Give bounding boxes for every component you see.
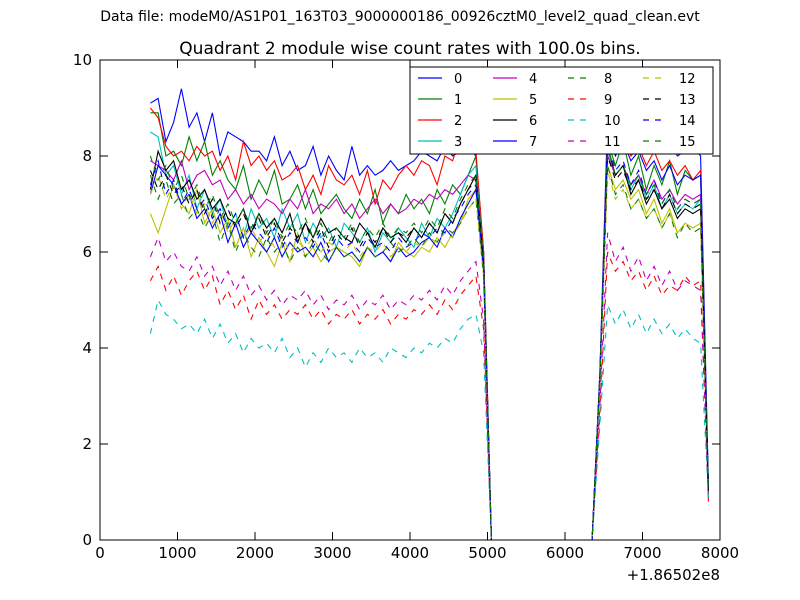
legend-label-0: 0 xyxy=(454,72,462,87)
chart-title: Quadrant 2 module wise count rates with … xyxy=(179,39,640,59)
x-tick-label: 0 xyxy=(95,544,105,562)
series-line-13 xyxy=(149,155,709,540)
series-line-14 xyxy=(149,141,709,540)
legend-label-1: 1 xyxy=(454,93,462,108)
legend-label-11: 11 xyxy=(604,135,621,150)
plot-lines xyxy=(149,88,709,540)
legend-label-5: 5 xyxy=(529,93,537,108)
figure-suptitle: Data file: modeM0/AS1P01_163T03_90000001… xyxy=(100,9,700,25)
legend-box xyxy=(409,66,714,155)
y-tick-label: 0 xyxy=(82,531,92,549)
x-offset-label: +1.86502e8 xyxy=(627,566,720,584)
legend-label-9: 9 xyxy=(604,93,612,108)
series-line-15 xyxy=(149,146,709,540)
x-tick-label: 4000 xyxy=(391,544,429,562)
x-tick-label: 2000 xyxy=(236,544,274,562)
x-tick-label: 5000 xyxy=(468,544,506,562)
series-line-10 xyxy=(149,298,709,540)
series-line-6 xyxy=(149,146,709,540)
legend-label-7: 7 xyxy=(529,135,537,150)
legend-label-3: 3 xyxy=(454,135,462,150)
y-tick-label: 10 xyxy=(73,51,92,69)
x-tick-label: 7000 xyxy=(623,544,661,562)
legend-label-12: 12 xyxy=(679,72,696,87)
x-tick-label: 1000 xyxy=(158,544,196,562)
legend-label-4: 4 xyxy=(529,72,537,87)
legend-label-13: 13 xyxy=(679,93,696,108)
legend-label-2: 2 xyxy=(454,114,462,129)
y-tick-label: 4 xyxy=(82,339,92,357)
y-tick-label: 6 xyxy=(82,243,92,261)
series-line-11 xyxy=(149,232,709,540)
legend-label-14: 14 xyxy=(679,114,696,129)
series-line-9 xyxy=(149,251,709,540)
y-tick-label: 8 xyxy=(82,147,92,165)
series-line-2 xyxy=(149,107,709,540)
legend-label-8: 8 xyxy=(604,72,612,87)
legend-label-10: 10 xyxy=(604,114,621,129)
x-tick-label: 3000 xyxy=(313,544,351,562)
legend-label-15: 15 xyxy=(679,135,696,150)
series-line-8 xyxy=(149,165,709,540)
legend-label-6: 6 xyxy=(529,114,537,129)
x-tick-label: 8000 xyxy=(701,544,739,562)
x-tick-label: 6000 xyxy=(546,544,584,562)
series-line-3 xyxy=(150,131,709,540)
y-tick-label: 2 xyxy=(82,435,92,453)
series-line-7 xyxy=(149,131,709,540)
